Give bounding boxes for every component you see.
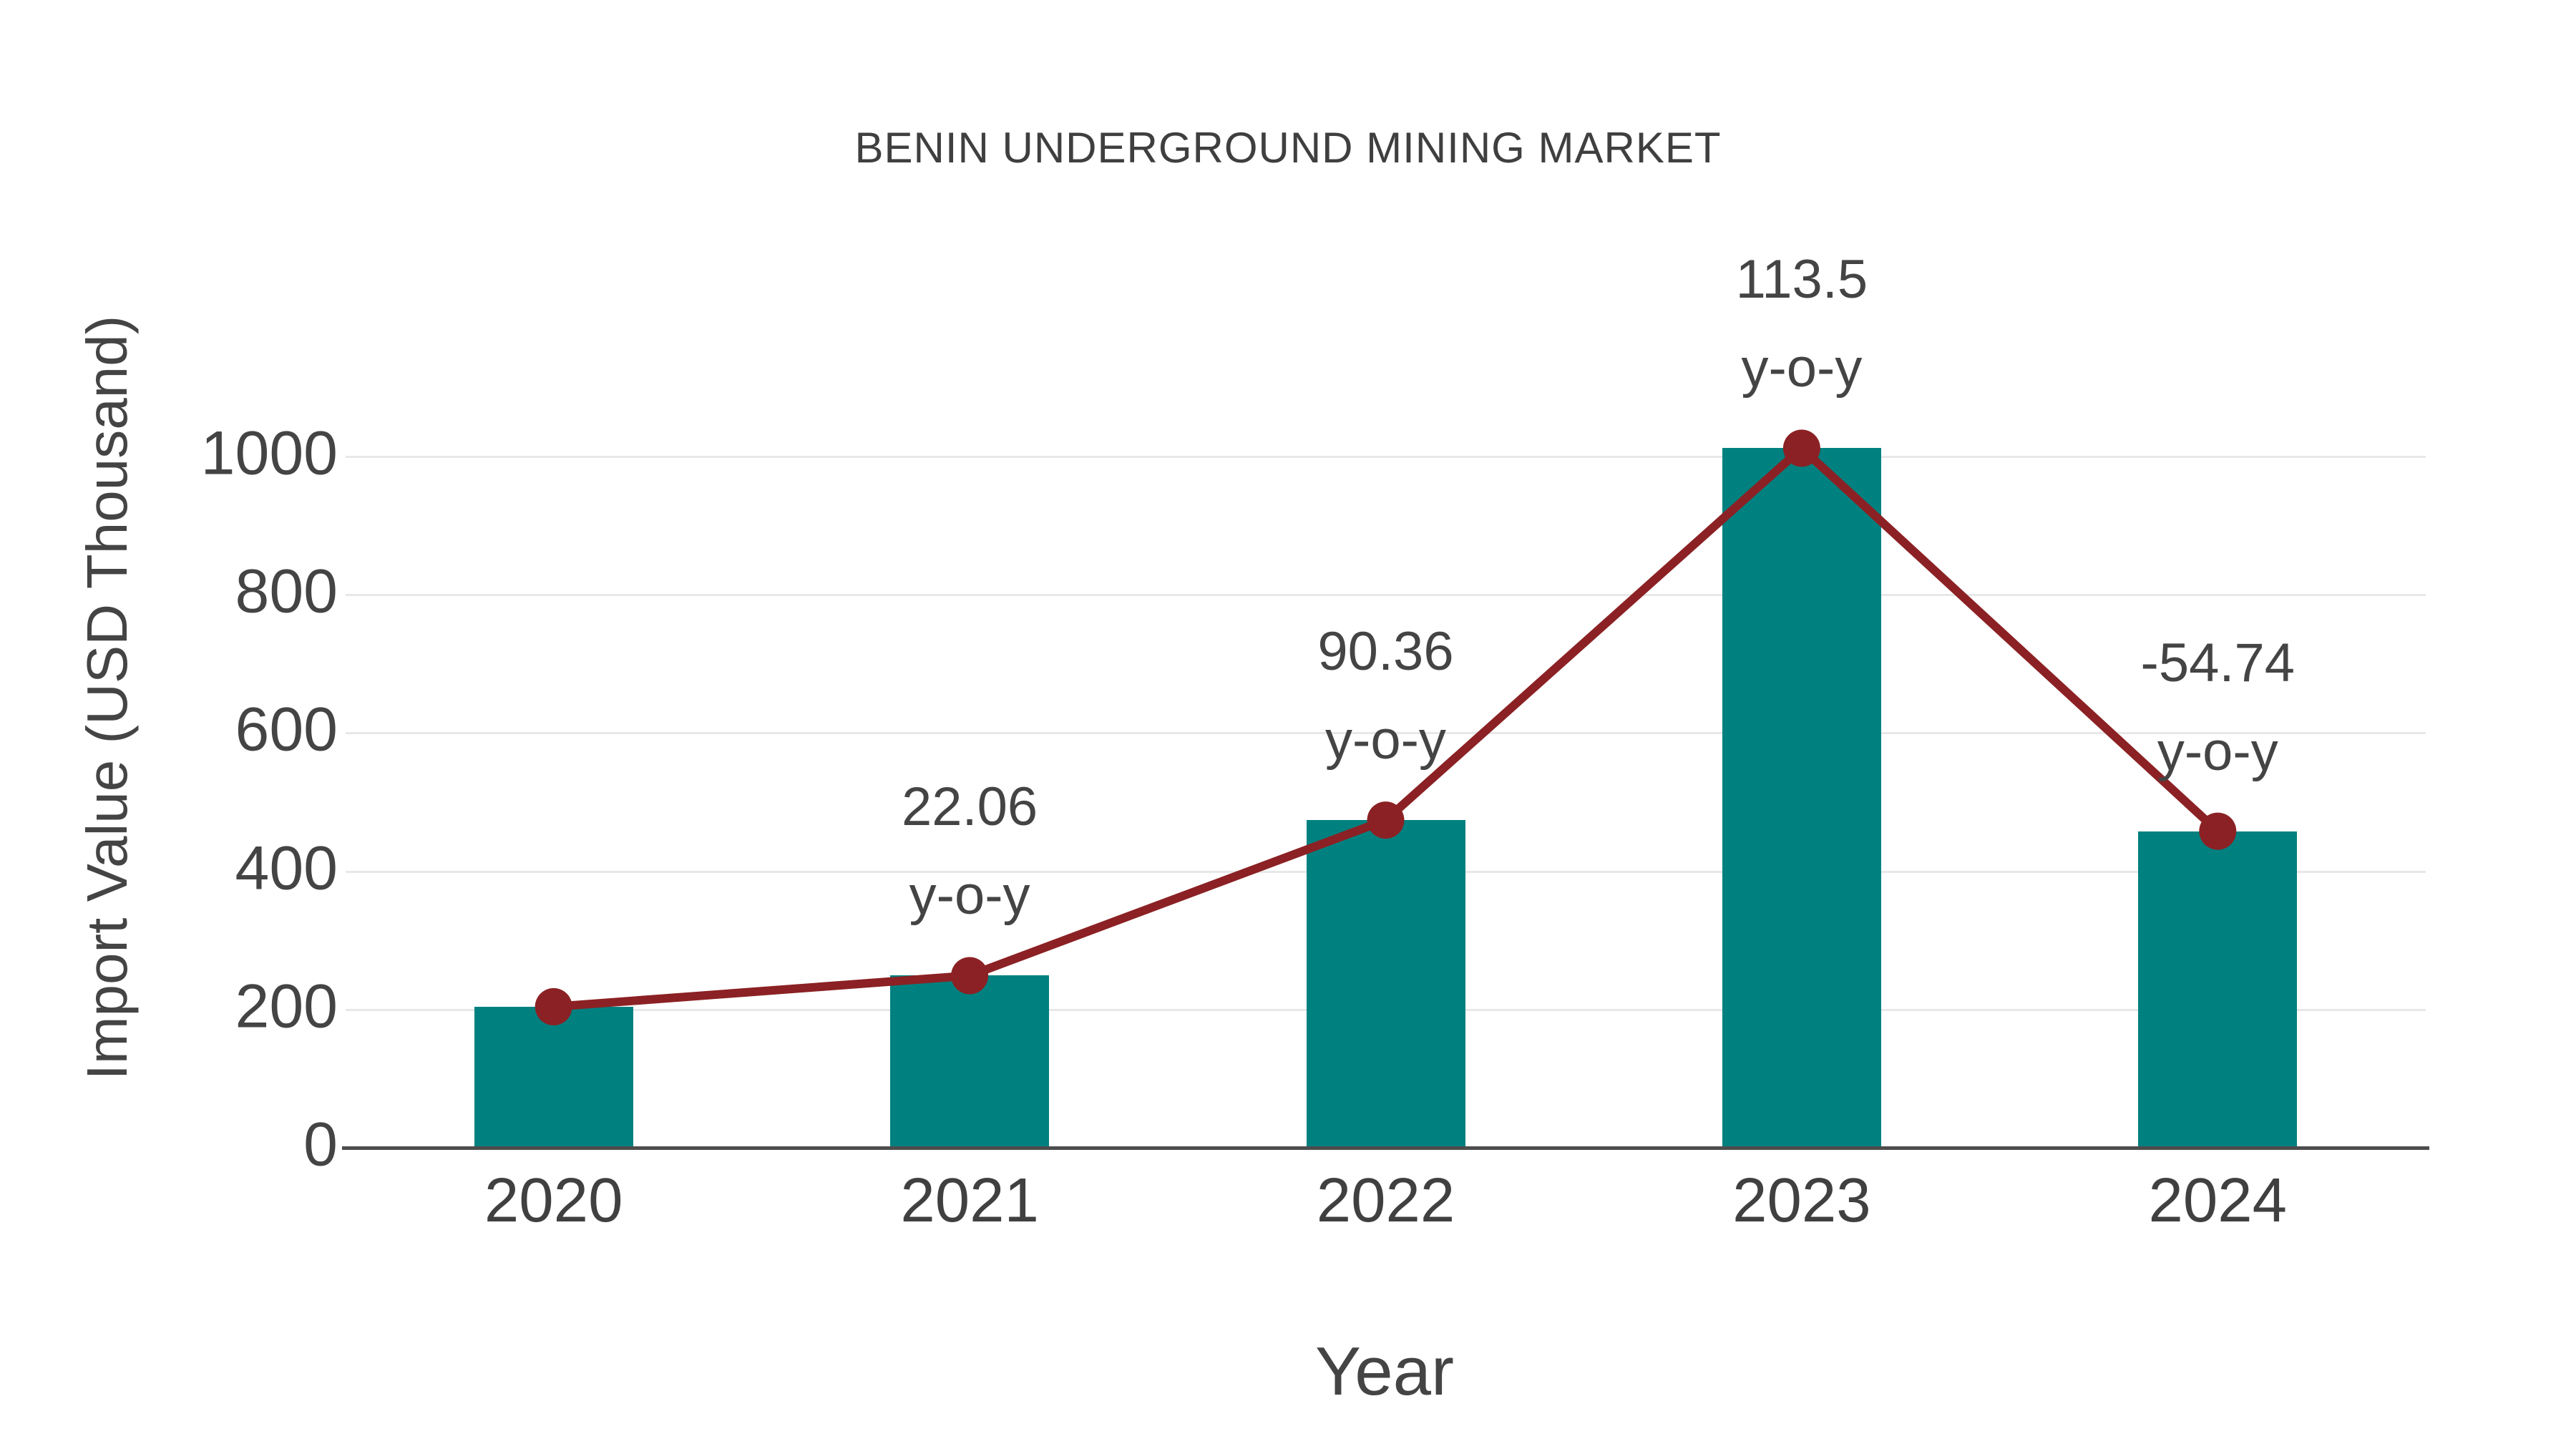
trend-point-2023 (1782, 429, 1820, 467)
yoy-annotation-2021: 22.06 y-o-y (902, 763, 1038, 940)
bar-2021 (890, 975, 1050, 1148)
y-tick-label: 600 (235, 695, 338, 764)
yoy-suffix: y-o-y (2157, 721, 2278, 782)
x-axis-title: Year (1315, 1333, 1454, 1410)
yoy-value: -54.74 (2140, 632, 2296, 693)
gridline-600 (346, 732, 2426, 735)
bar-2024 (2138, 831, 2298, 1148)
trend-point-2024 (2199, 812, 2237, 850)
y-tick-label: 200 (235, 972, 338, 1041)
yoy-suffix: y-o-y (1325, 710, 1446, 771)
chart-title: BENIN UNDERGROUND MINING MARKET (854, 124, 1722, 172)
yoy-annotation-2024: -54.74 y-o-y (2141, 619, 2296, 796)
y-tick-label: 800 (235, 557, 338, 626)
yoy-suffix: y-o-y (1741, 338, 1863, 399)
gridline-800 (346, 594, 2426, 597)
y-tick-label: 1000 (200, 419, 338, 488)
yoy-value: 113.5 (1735, 249, 1868, 311)
yoy-value: 22.06 (902, 776, 1038, 838)
yoy-annotation-2022: 90.36 y-o-y (1317, 608, 1453, 785)
y-tick-label: 0 (303, 1110, 338, 1179)
yoy-value: 90.36 (1317, 621, 1454, 683)
trend-point-2021 (951, 957, 989, 995)
x-tick-label: 2021 (900, 1166, 1039, 1235)
bar-2020 (474, 1006, 633, 1148)
x-tick-label: 2024 (2148, 1166, 2288, 1235)
x-tick-label: 2023 (1732, 1166, 1871, 1235)
bar-2022 (1306, 820, 1465, 1148)
gridline-1000 (346, 456, 2426, 458)
x-tick-label: 2022 (1316, 1166, 1455, 1235)
y-tick-label: 400 (235, 834, 338, 903)
x-axis-line (342, 1146, 2429, 1150)
trend-point-2020 (535, 987, 572, 1025)
yoy-annotation-2023: 113.5 y-o-y (1736, 235, 1868, 413)
trend-point-2022 (1367, 801, 1405, 839)
yoy-suffix: y-o-y (909, 865, 1030, 927)
x-tick-label: 2020 (484, 1166, 623, 1235)
bar-2023 (1722, 448, 1881, 1148)
